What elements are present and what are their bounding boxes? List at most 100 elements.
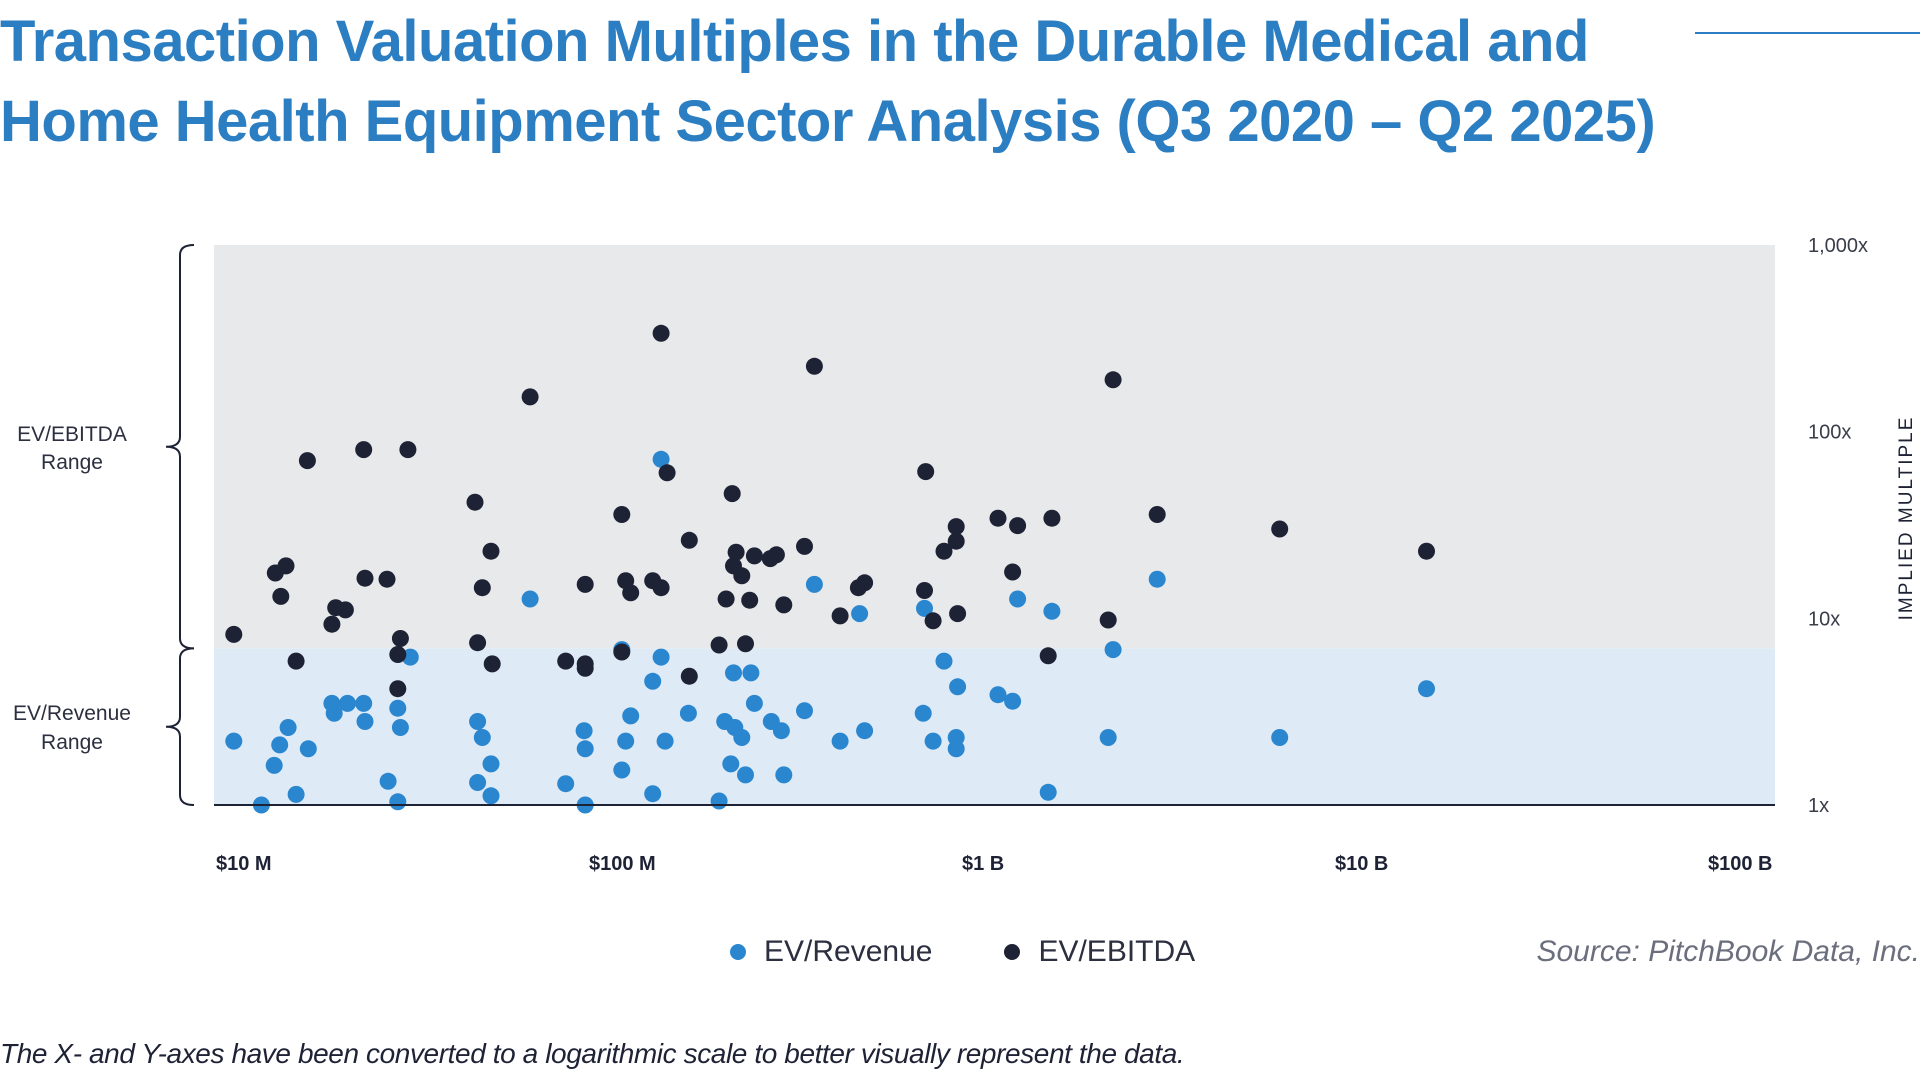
x-tick-label: $10 M: [216, 853, 272, 875]
data-point: [935, 652, 953, 670]
data-point: [622, 707, 640, 725]
revenue-range-bracket: [165, 647, 195, 806]
data-point: [1039, 783, 1057, 801]
y-tick-label: 1,000x: [1808, 235, 1868, 257]
data-point: [482, 755, 500, 773]
data-point: [483, 655, 501, 673]
data-point: [652, 450, 670, 468]
data-point: [745, 547, 763, 565]
data-point: [737, 635, 754, 653]
data-point: [613, 643, 631, 661]
data-point: [742, 664, 760, 682]
data-point: [775, 766, 793, 784]
chart-title-line-2: Home Health Equipment Sector Analysis (Q…: [0, 89, 1656, 154]
data-point: [1271, 520, 1289, 538]
ebitda-range-bracket: [165, 244, 195, 650]
y-tick-label: 1x: [1808, 795, 1829, 817]
legend-label-ev-ebitda: EV/EBITDA: [1038, 935, 1196, 968]
data-point: [831, 732, 849, 750]
data-point: [299, 740, 317, 758]
band-ev-revenue-range: [214, 648, 1775, 805]
data-point: [644, 785, 662, 803]
data-point: [325, 704, 343, 722]
data-point: [271, 736, 289, 754]
data-point: [1043, 509, 1061, 527]
data-point: [557, 652, 575, 670]
data-point: [279, 719, 297, 736]
data-point: [613, 506, 631, 523]
data-point: [916, 582, 933, 599]
revenue-range-label-line2: Range: [41, 731, 103, 754]
data-point: [469, 713, 487, 730]
data-point: [1043, 602, 1061, 620]
data-point: [378, 570, 396, 588]
data-point: [710, 636, 728, 654]
data-point: [1004, 563, 1022, 581]
y-tick-label: 10x: [1808, 608, 1840, 630]
data-point: [658, 464, 676, 482]
revenue-range-label-line1: EV/Revenue: [13, 702, 131, 725]
data-point: [336, 601, 354, 619]
data-point: [287, 785, 305, 803]
data-point: [1104, 641, 1122, 659]
x-tick-label: $100 B: [1708, 853, 1773, 875]
data-point: [521, 388, 539, 406]
data-point: [466, 493, 484, 511]
data-point: [656, 732, 674, 750]
data-point: [277, 557, 295, 575]
data-point: [949, 678, 967, 696]
data-point: [1009, 590, 1027, 608]
x-tick-label: $1 B: [962, 853, 1004, 875]
data-point: [856, 722, 874, 740]
data-point: [733, 567, 751, 585]
data-point: [339, 694, 356, 712]
data-point: [772, 722, 790, 740]
series-ev-ebitda: [225, 324, 1435, 698]
data-point: [1004, 692, 1022, 710]
data-point: [733, 729, 751, 746]
data-point: [265, 756, 283, 774]
data-point: [576, 740, 594, 758]
data-point: [389, 793, 407, 811]
data-point: [727, 543, 745, 561]
band-ev-ebitda-range: [214, 245, 1775, 649]
data-point: [391, 719, 409, 736]
data-point: [710, 792, 728, 810]
data-point: [469, 634, 487, 652]
data-point: [796, 537, 813, 555]
data-point: [298, 452, 316, 470]
data-point: [831, 607, 849, 625]
chart-legend: EV/Revenue EV/EBITDA: [730, 935, 1267, 969]
data-point: [225, 732, 243, 750]
y-axis-title: IMPLIED MULTIPLE: [1896, 416, 1917, 621]
data-point: [389, 646, 407, 663]
data-point: [1104, 371, 1122, 389]
data-point: [805, 357, 823, 375]
data-point: [482, 542, 500, 560]
data-point: [737, 766, 754, 784]
data-point: [856, 574, 874, 592]
data-point: [644, 672, 662, 690]
data-point: [947, 518, 965, 536]
range-brackets: [165, 244, 195, 806]
data-point: [355, 441, 373, 459]
legend-item-ev-ebitda: EV/EBITDA: [1004, 935, 1195, 969]
data-point: [399, 441, 417, 459]
x-axis-ticks: $10 M $100 M $1 B $10 B $100 B: [216, 853, 1773, 875]
data-point: [1148, 506, 1166, 523]
data-point: [521, 590, 539, 608]
ev-revenue-dot-icon: [730, 944, 746, 960]
data-point: [272, 587, 290, 605]
range-labels: EV/EBITDA Range EV/Revenue Range: [13, 423, 131, 754]
data-point: [924, 732, 942, 750]
data-point: [947, 740, 965, 758]
data-point: [469, 774, 487, 791]
data-point: [745, 694, 763, 712]
ebitda-range-label-line2: Range: [41, 451, 103, 474]
data-point: [613, 761, 631, 779]
data-point: [389, 699, 407, 717]
data-point: [1009, 517, 1027, 535]
data-point: [652, 579, 670, 597]
data-point: [722, 755, 740, 773]
